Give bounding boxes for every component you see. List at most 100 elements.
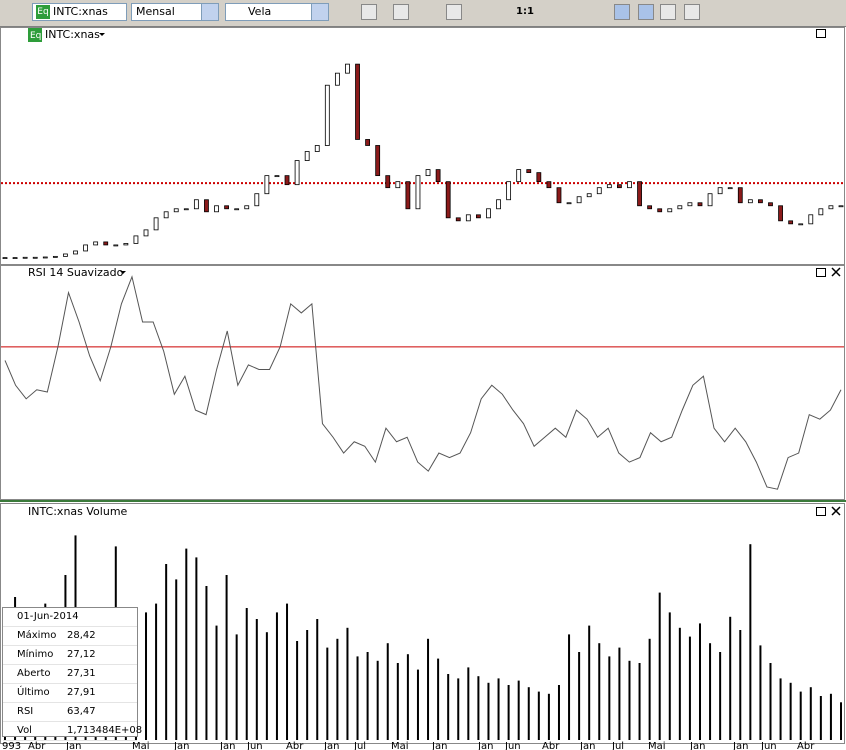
panel-title: INTC:xnas xyxy=(45,28,100,41)
info-tool[interactable] xyxy=(446,4,462,20)
x-tick-label: Jan xyxy=(65,741,81,750)
volume-bar xyxy=(316,619,319,740)
save-tool[interactable] xyxy=(660,4,676,20)
volume-bar xyxy=(819,696,822,740)
candle xyxy=(778,205,783,222)
candle xyxy=(314,145,320,152)
volume-bar xyxy=(749,544,752,740)
volume-bar xyxy=(447,674,450,740)
info-row: 01-Jun-2014 xyxy=(3,608,137,627)
candle xyxy=(486,208,491,219)
volume-bar xyxy=(719,652,722,740)
volume-bar xyxy=(568,634,571,740)
volume-bar xyxy=(356,656,359,740)
x-tick-label: Jun xyxy=(246,741,263,750)
close-button[interactable] xyxy=(831,267,841,277)
indicator-tool[interactable] xyxy=(420,4,436,20)
info-row: Máximo 28,42 xyxy=(3,627,137,646)
candle xyxy=(123,243,129,246)
grid-tool[interactable] xyxy=(393,4,409,20)
volume-bar xyxy=(225,575,228,740)
candle xyxy=(818,208,824,216)
candle xyxy=(737,187,743,204)
candle xyxy=(294,160,300,186)
info-label: Mínimo xyxy=(17,649,54,660)
close-button[interactable] xyxy=(831,506,841,516)
candle xyxy=(425,169,431,177)
volume-bar xyxy=(286,603,289,740)
candle xyxy=(536,172,542,183)
candle xyxy=(22,256,28,259)
x-tick-label: Jul xyxy=(353,741,366,750)
candle xyxy=(32,256,38,259)
volume-bar xyxy=(688,636,691,740)
info-row: Vol 1,713484E+08 xyxy=(3,722,142,741)
maximize-button[interactable] xyxy=(816,268,826,277)
print-tool[interactable] xyxy=(684,4,700,20)
pointer-tool[interactable] xyxy=(338,4,354,20)
style-tool[interactable] xyxy=(638,4,654,20)
period-select[interactable]: Mensal xyxy=(131,3,219,21)
volume-bar xyxy=(759,645,762,740)
volume-bar xyxy=(155,603,158,740)
link-tool[interactable] xyxy=(706,4,722,20)
volume-bar xyxy=(255,619,258,740)
symbol-input[interactable]: Eq INTC:xnas xyxy=(32,3,127,21)
x-tick-label: Abr xyxy=(286,741,304,750)
volume-panel xyxy=(0,503,845,744)
volume-bar xyxy=(457,678,460,740)
crosshair-tool[interactable] xyxy=(361,4,377,20)
volume-bar xyxy=(326,647,329,740)
info-value: 1,713484E+08 xyxy=(67,725,143,736)
candle xyxy=(717,187,723,195)
candle xyxy=(415,175,421,210)
volume-bar xyxy=(406,654,409,740)
candle xyxy=(747,199,753,204)
candle xyxy=(274,175,280,178)
line-tool[interactable] xyxy=(538,4,554,20)
rsi-line xyxy=(4,275,842,490)
alert-tool[interactable] xyxy=(730,4,746,20)
volume-bar xyxy=(306,630,309,740)
rsi-panel xyxy=(0,265,845,500)
candle xyxy=(244,205,250,210)
autoscale-tool[interactable] xyxy=(614,4,630,20)
candle xyxy=(385,175,391,189)
candle xyxy=(355,63,360,140)
volume-bar xyxy=(678,627,681,740)
volume-bar xyxy=(245,608,248,740)
x-tick-label: Jan xyxy=(689,741,705,750)
candle xyxy=(173,208,179,213)
style-select[interactable]: Vela xyxy=(225,3,329,21)
candle xyxy=(12,257,18,259)
volume-bar xyxy=(809,687,812,740)
volume-bar xyxy=(769,663,772,740)
candle xyxy=(475,214,481,219)
maximize-button[interactable] xyxy=(816,29,826,38)
volume-bar xyxy=(427,638,430,740)
candle xyxy=(2,257,8,259)
volume-bar xyxy=(205,586,208,740)
candle xyxy=(576,196,582,204)
candle xyxy=(596,187,602,195)
price-panel xyxy=(0,27,845,265)
volume-bar xyxy=(668,612,671,740)
volume-bar xyxy=(376,660,379,740)
zoom-tool[interactable] xyxy=(492,4,508,20)
volume-bar xyxy=(799,691,802,740)
candle xyxy=(606,184,612,189)
candle xyxy=(727,187,733,190)
volume-bar xyxy=(346,627,349,740)
candle xyxy=(345,63,350,74)
zoom-reset[interactable]: 1:1 xyxy=(516,6,534,17)
maximize-button[interactable] xyxy=(816,507,826,516)
volume-bar xyxy=(648,638,651,740)
info-row: Último 27,91 xyxy=(3,684,137,703)
candle xyxy=(707,193,713,207)
candle xyxy=(254,193,260,207)
candle xyxy=(113,244,119,247)
info-value: 27,91 xyxy=(67,687,96,698)
volume-bar xyxy=(588,625,591,740)
zoom-area-tool[interactable] xyxy=(468,4,484,20)
candle xyxy=(183,208,189,211)
